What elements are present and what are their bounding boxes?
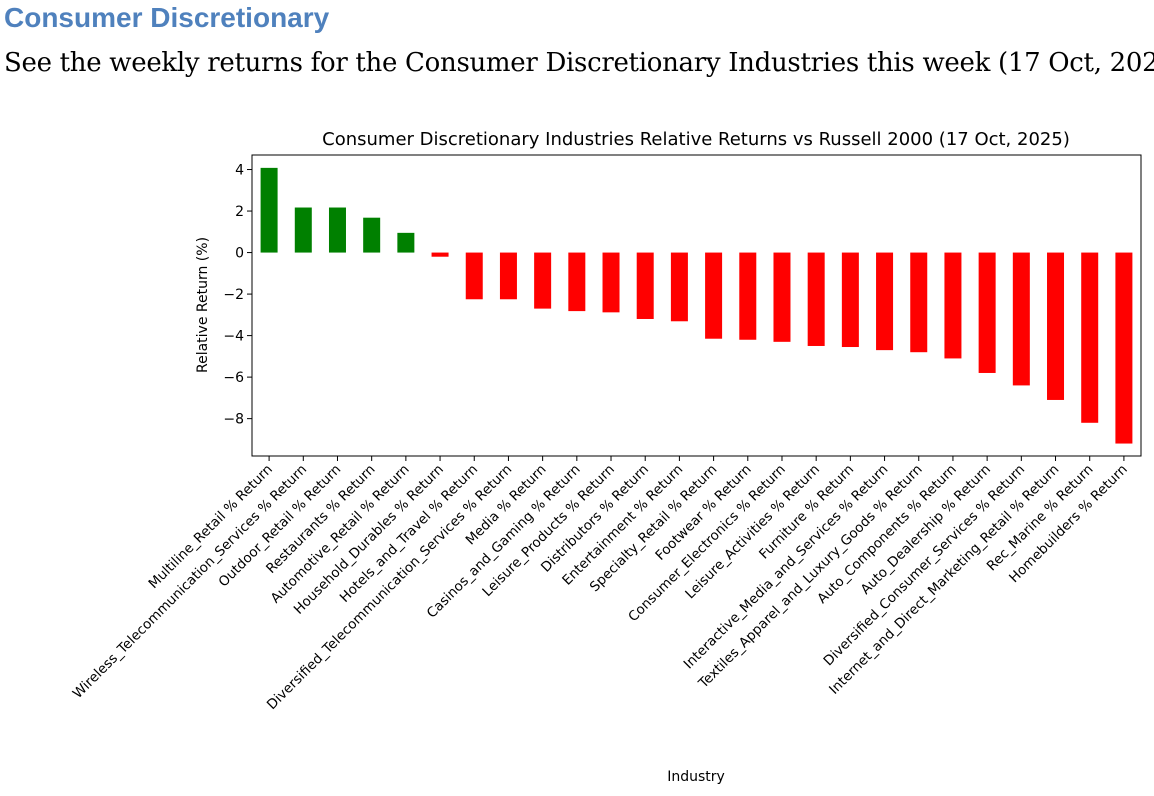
y-axis-label: Relative Return (%) (195, 237, 211, 373)
bar (876, 252, 894, 351)
bar (705, 252, 723, 339)
bar (431, 252, 449, 257)
x-tick-label: Wireless_Telecommunication_Services % Re… (70, 462, 310, 702)
bar (1012, 252, 1030, 386)
bar (465, 252, 483, 300)
bar (568, 252, 586, 312)
bar (1115, 252, 1133, 444)
y-tick-label: −6 (223, 370, 244, 386)
y-tick-label: −8 (223, 412, 244, 428)
bar (363, 217, 381, 253)
bar (602, 252, 620, 313)
x-tick-label: Multiline_Retail % Return (145, 462, 275, 592)
bar (807, 252, 825, 346)
bar (1081, 252, 1099, 423)
bar (534, 252, 552, 309)
bar (260, 167, 278, 253)
bar (773, 252, 791, 342)
x-axis-label: Industry (667, 769, 725, 785)
y-tick-label: −4 (223, 329, 244, 345)
plot-frame (251, 154, 1142, 457)
bar (397, 232, 415, 253)
bar (294, 207, 312, 253)
section-heading: Consumer Discretionary (4, 2, 330, 33)
bar (670, 252, 688, 322)
bar (944, 252, 962, 359)
bar (636, 252, 654, 319)
bar (1047, 252, 1065, 400)
y-tick-label: 4 (235, 163, 244, 179)
bar (841, 252, 859, 348)
chart-title: Consumer Discretionary Industries Relati… (322, 129, 1070, 150)
bar (328, 207, 346, 253)
y-tick-label: 2 (235, 204, 244, 220)
bar (910, 252, 928, 353)
intro-text: See the weekly returns for the Consumer … (4, 48, 1154, 78)
bar (739, 252, 757, 340)
y-tick-label: −2 (223, 287, 244, 303)
y-tick-label: 0 (235, 246, 244, 262)
bar (499, 252, 517, 300)
bar (978, 252, 996, 373)
